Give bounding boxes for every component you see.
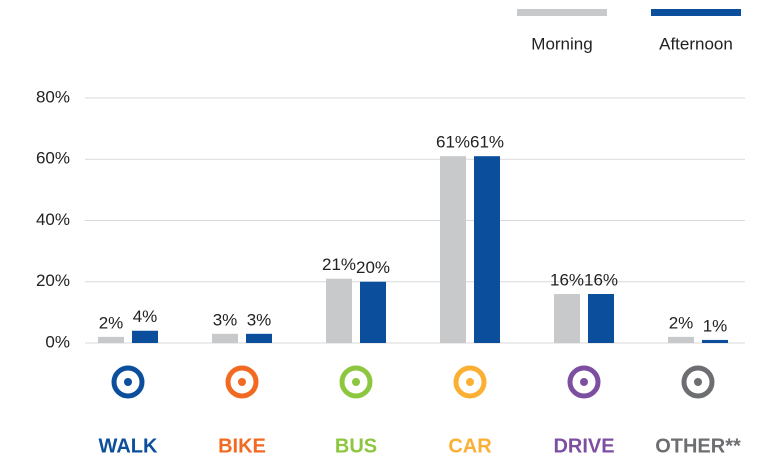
legend-swatch	[651, 9, 741, 16]
x-tick-label: OTHER**	[655, 435, 741, 457]
bar	[98, 336, 124, 343]
category-icon	[567, 365, 601, 399]
x-tick-label: CAR	[448, 435, 492, 457]
category-icon	[339, 365, 373, 399]
bar	[668, 336, 694, 343]
value-label: 3%	[247, 310, 272, 329]
icon-part	[694, 378, 702, 386]
bar	[246, 333, 272, 343]
category-icon	[111, 365, 145, 399]
value-label: 61%	[436, 133, 470, 152]
legend-swatch	[517, 9, 607, 16]
value-label: 2%	[669, 313, 694, 332]
icon-part	[466, 378, 474, 386]
value-label: 3%	[213, 310, 238, 329]
x-tick-label: BUS	[335, 435, 377, 457]
bar	[440, 156, 466, 343]
bar	[212, 333, 238, 343]
y-tick-label: 80%	[36, 87, 70, 106]
y-tick-label: 0%	[45, 332, 70, 351]
y-tick-label: 20%	[36, 271, 70, 290]
icon-part	[567, 365, 601, 399]
icon-part	[124, 378, 132, 386]
value-label: 16%	[550, 270, 584, 289]
value-label: 61%	[470, 133, 504, 152]
legend-label: Morning	[531, 34, 592, 53]
icon-part	[238, 378, 246, 386]
x-tick-label: BIKE	[218, 435, 266, 457]
icon-part	[225, 365, 259, 399]
icon-part	[352, 378, 360, 386]
category-icon	[453, 365, 487, 399]
icon-part	[111, 365, 145, 399]
bar	[360, 281, 386, 343]
value-label: 2%	[99, 313, 124, 332]
y-tick-label: 40%	[36, 210, 70, 229]
category-icon	[225, 365, 259, 399]
bar	[702, 339, 728, 343]
value-label: 16%	[584, 270, 618, 289]
y-tick-label: 60%	[36, 149, 70, 168]
bar	[132, 330, 158, 343]
x-tick-label: WALK	[99, 435, 158, 457]
value-label: 21%	[322, 255, 356, 274]
bar	[588, 294, 614, 343]
icon-part	[453, 365, 487, 399]
value-label: 20%	[356, 258, 390, 277]
legend-label: Afternoon	[659, 34, 733, 53]
icon-part	[339, 365, 373, 399]
bar	[326, 278, 352, 343]
value-label: 1%	[703, 316, 728, 335]
category-icon	[681, 365, 715, 399]
bar	[474, 156, 500, 343]
x-tick-label: DRIVE	[553, 435, 614, 457]
value-label: 4%	[133, 307, 158, 326]
bar	[554, 294, 580, 343]
icon-part	[580, 378, 588, 386]
icon-part	[681, 365, 715, 399]
